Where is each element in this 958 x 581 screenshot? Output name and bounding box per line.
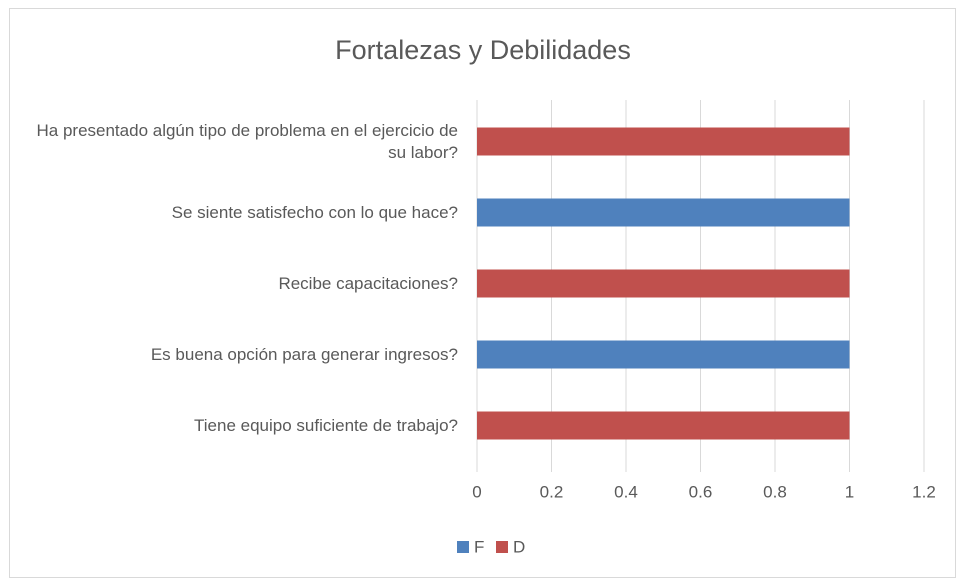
y-tick-label: Recibe capacitaciones? <box>278 273 458 293</box>
y-tick-label: Es buena opción para generar ingresos? <box>150 344 458 364</box>
x-tick-label: 0.6 <box>689 482 713 501</box>
bar <box>477 340 850 369</box>
bar <box>477 269 850 298</box>
bar <box>477 127 850 156</box>
x-tick-label: 0.4 <box>614 482 638 501</box>
x-tick-label: 0.2 <box>540 482 564 501</box>
legend-swatch <box>457 541 469 553</box>
y-tick-label: Ha presentado algún tipo de problema en … <box>36 120 459 162</box>
x-tick-label: 0 <box>472 482 481 501</box>
x-tick-label: 1.2 <box>912 482 936 501</box>
legend-label: F <box>474 537 484 556</box>
legend-swatch <box>496 541 508 553</box>
x-tick-label: 1 <box>845 482 854 501</box>
chart-title: Fortalezas y Debilidades <box>335 35 631 65</box>
y-tick-label: Tiene equipo suficiente de trabajo? <box>194 415 458 435</box>
bar <box>477 411 850 440</box>
y-tick-label: Se siente satisfecho con lo que hace? <box>171 202 458 222</box>
x-tick-label: 0.8 <box>763 482 787 501</box>
legend-label: D <box>513 537 525 556</box>
bar <box>477 198 850 227</box>
